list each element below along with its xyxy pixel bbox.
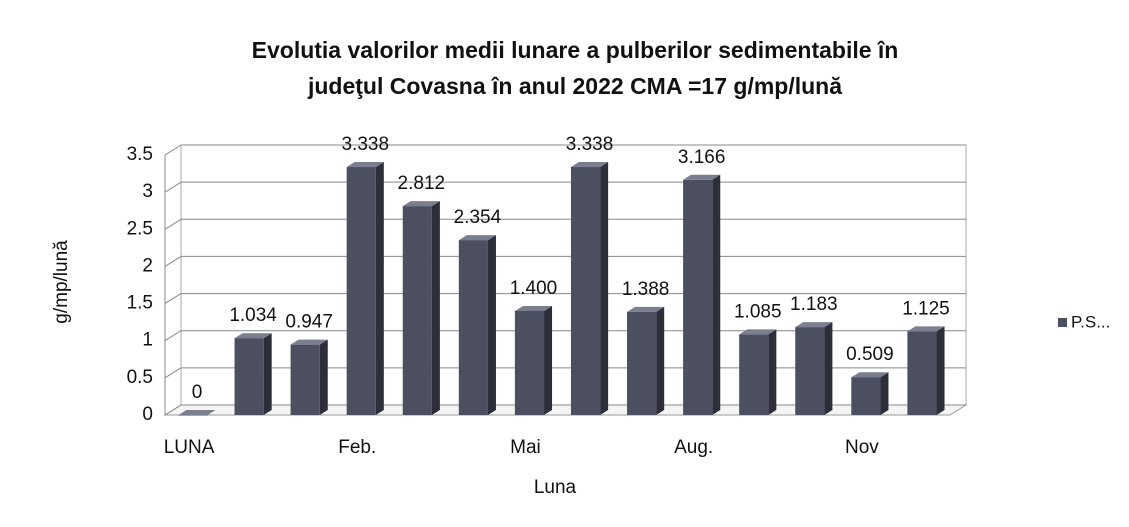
legend-swatch [1058, 318, 1067, 327]
grid-line [164, 404, 182, 416]
bar-side [768, 329, 777, 415]
bar-side [936, 326, 945, 415]
bar [234, 338, 264, 415]
data-label: 2.812 [398, 173, 446, 194]
bar-top [234, 333, 272, 339]
x-axis-label: Luna [534, 477, 577, 498]
data-label: 1.085 [734, 301, 782, 322]
x-tick-label: LUNA [164, 437, 215, 458]
data-label: 1.388 [622, 279, 670, 300]
data-label: 0 [192, 382, 203, 403]
bar [907, 331, 937, 415]
data-label: 3.338 [341, 134, 389, 155]
x-tick-label: Feb. [338, 437, 376, 458]
bar [178, 415, 208, 416]
bar-top [514, 306, 553, 311]
y-tick-label: 3.5 [127, 144, 153, 165]
x-tick-label: Nov [845, 437, 879, 458]
y-tick-label: 1.5 [127, 293, 153, 314]
bar-top [402, 201, 440, 207]
bar-top [627, 306, 665, 312]
grid-line [164, 181, 182, 193]
bar-side [375, 162, 384, 415]
bar-side [319, 339, 328, 415]
bar-side [712, 174, 721, 415]
floor [163, 404, 968, 416]
data-label: 1.183 [790, 294, 838, 315]
data-label: 0.509 [846, 344, 894, 365]
grid-line [164, 218, 182, 230]
bar-side [824, 322, 833, 415]
bar-top [346, 162, 384, 168]
grid-line [164, 293, 182, 304]
legend-label: P.S... [1071, 312, 1110, 331]
bar-top [458, 235, 496, 241]
bar-top [795, 322, 833, 328]
data-label: 3.338 [566, 134, 614, 155]
data-label: 2.354 [454, 207, 502, 228]
bar [851, 377, 881, 415]
data-label: 0.947 [285, 312, 333, 333]
data-label: 1.125 [902, 298, 950, 319]
data-label: 1.034 [229, 305, 277, 326]
bar-top [178, 410, 216, 415]
x-tick-label: Mai [510, 437, 541, 458]
bar-top [851, 372, 889, 378]
bar-side [544, 306, 553, 415]
grid-line [164, 256, 182, 267]
bar [514, 311, 545, 415]
y-tick-label: 0.5 [127, 367, 153, 388]
bar-top [739, 329, 777, 335]
y-tick-label: 3 [142, 181, 153, 202]
grid-line [164, 144, 182, 156]
grid-line [164, 330, 182, 342]
y-tick-label: 1 [142, 330, 153, 351]
bar [346, 167, 376, 415]
bar-side [656, 306, 665, 415]
data-label: 1.400 [510, 278, 558, 299]
bar [570, 167, 601, 415]
chart-title: Evolutia valorilor medii lunare a pulber… [252, 37, 899, 63]
y-tick-label: 0 [142, 404, 153, 425]
bar-top [570, 162, 609, 168]
bar [795, 327, 825, 415]
grid-line [164, 367, 182, 379]
bar [290, 344, 320, 415]
y-tick-label: 2 [142, 255, 153, 276]
bar-side [600, 162, 609, 415]
bar-side [487, 235, 496, 415]
y-tick-label: 2.5 [127, 218, 153, 239]
bar [739, 334, 769, 415]
bar [402, 206, 432, 415]
chart-title: judeţul Covasna în anul 2022 CMA =17 g/m… [307, 73, 842, 99]
bar-side [431, 201, 440, 415]
bar [627, 311, 657, 415]
bar-top [683, 174, 721, 180]
bar-side [880, 372, 889, 415]
bar [683, 179, 713, 415]
bar-side [263, 333, 272, 415]
bar-top [907, 326, 945, 332]
bar [458, 240, 488, 415]
y-axis-label: g/mp/lună [51, 240, 72, 324]
data-label: 3.166 [678, 147, 726, 168]
bar-top [290, 339, 328, 345]
x-tick-label: Aug. [674, 437, 713, 458]
